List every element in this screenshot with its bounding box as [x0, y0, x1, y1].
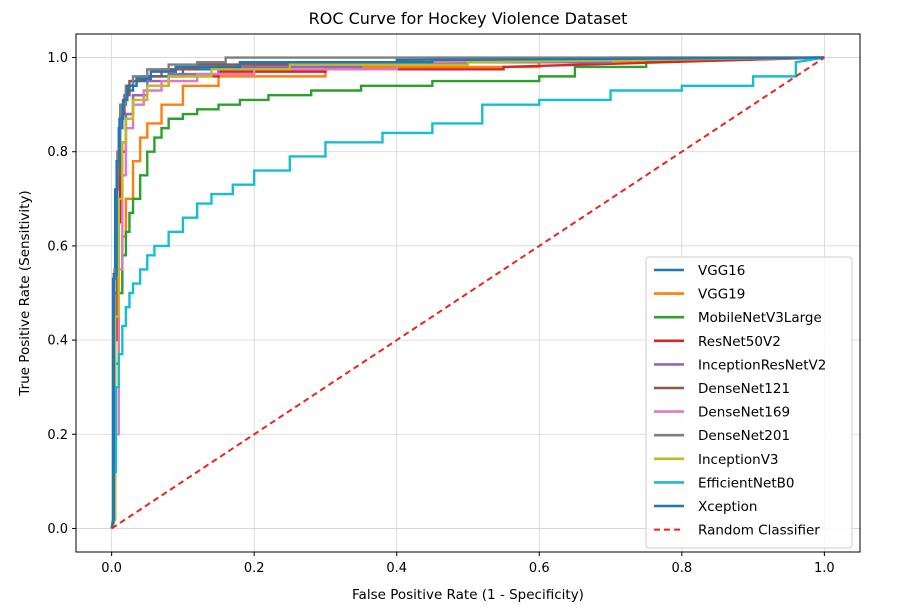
legend-label-inceptionv3: InceptionV3 — [698, 452, 779, 468]
legend-label-random-classifier: Random Classifier — [698, 523, 820, 539]
legend-label-xception: Xception — [698, 499, 757, 515]
legend-label-resnet50v2: ResNet50V2 — [698, 334, 781, 350]
x-tick-label: 0.6 — [529, 561, 550, 576]
series-line-xception — [110, 56, 825, 529]
legend-box — [645, 256, 853, 549]
legend-label-inceptionresnetv2: InceptionResNetV2 — [698, 357, 826, 373]
series-layer — [110, 56, 825, 530]
legend-label-vgg19: VGG19 — [698, 287, 745, 303]
y-tick-label: 0.2 — [47, 428, 68, 443]
series-line-densenet169 — [110, 56, 825, 529]
series-line-efficientnetb0 — [110, 56, 825, 529]
y-tick-label: 0.0 — [47, 522, 68, 537]
x-tick-label: 0.0 — [101, 561, 122, 576]
x-tick-label: 0.2 — [244, 561, 265, 576]
legend-label-densenet169: DenseNet169 — [698, 405, 790, 421]
legend-label-efficientnetb0: EfficientNetB0 — [698, 475, 794, 491]
tick-layer: 0.0 0.2 0.4 0.6 0.8 1.0 0.0 0.2 0.4 0.6 0.8 1.0 — [47, 51, 834, 576]
series-line-inceptionv3 — [110, 56, 825, 529]
y-tick-label: 0.8 — [47, 145, 68, 160]
legend-label-mobilenetv3large: MobileNetV3Large — [698, 310, 822, 326]
legend-label-densenet121: DenseNet121 — [698, 381, 790, 397]
y-axis-label: True Positive Rate (Sensitivity) — [17, 190, 33, 396]
y-tick-label: 0.6 — [47, 239, 68, 254]
x-axis-label: False Positive Rate (1 - Specificity) — [352, 587, 584, 603]
y-tick-label: 1.0 — [47, 51, 68, 66]
series-line-mobilenetv3large — [110, 56, 825, 529]
x-tick-label: 0.8 — [671, 561, 692, 576]
legend-items: VGG16 VGG19 MobileNetV3Large ResNet50V2 Ince… — [654, 263, 826, 539]
legend: VGG16 VGG19 MobileNetV3Large ResNet50V2 Ince… — [645, 256, 853, 549]
x-tick-label: 0.4 — [386, 561, 407, 576]
legend-label-densenet201: DenseNet201 — [698, 428, 790, 444]
plot-frame — [75, 33, 861, 553]
y-tick-label: 0.4 — [47, 334, 68, 349]
series-line-random-classifier — [111, 56, 825, 530]
x-tick-label: 1.0 — [814, 561, 835, 576]
legend-label-vgg16: VGG16 — [698, 263, 745, 279]
chart-title: ROC Curve for Hockey Violence Dataset — [309, 9, 628, 28]
